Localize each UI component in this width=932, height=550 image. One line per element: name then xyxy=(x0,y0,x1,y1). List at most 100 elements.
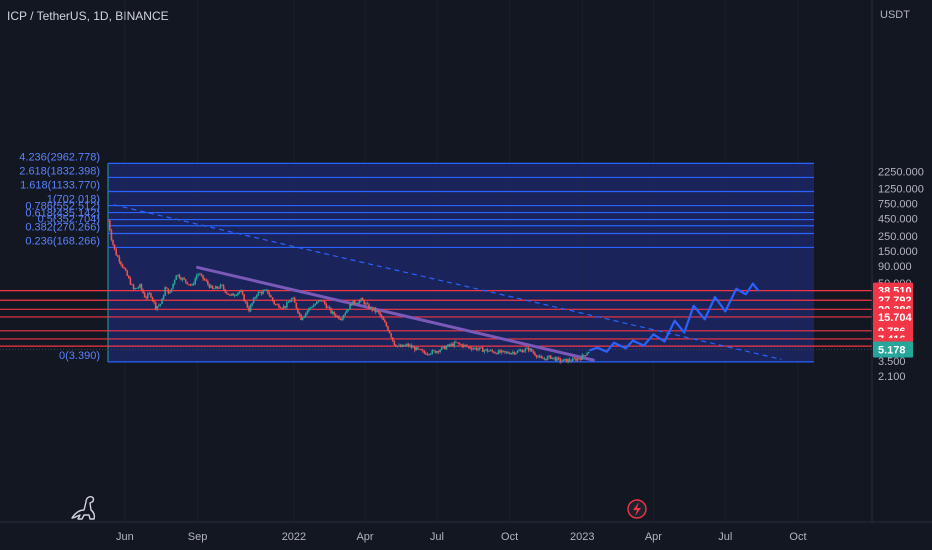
candle-body xyxy=(281,308,283,309)
candle-body xyxy=(143,293,146,298)
candle-body xyxy=(366,303,369,305)
candle-body xyxy=(581,354,584,360)
candle-body xyxy=(170,288,173,293)
candle-body xyxy=(115,249,117,256)
candle-body xyxy=(499,350,501,353)
candle-body xyxy=(445,346,448,350)
candle-body xyxy=(472,348,475,350)
candle-body xyxy=(557,357,560,359)
candle-body xyxy=(197,274,200,276)
candle-body xyxy=(256,294,258,298)
candle-body xyxy=(432,350,435,352)
candle-body xyxy=(292,297,294,299)
y-tick-label: 1250.000 xyxy=(878,184,924,196)
candle-body xyxy=(515,352,517,354)
candle-body xyxy=(380,315,383,318)
candle-body xyxy=(271,297,274,301)
fib-zone xyxy=(108,163,814,362)
candle-body xyxy=(450,343,452,346)
x-tick-label: 2023 xyxy=(570,531,594,543)
candle-body xyxy=(372,308,375,311)
candle-body xyxy=(401,344,403,347)
candle-body xyxy=(142,289,144,294)
candle-body xyxy=(390,333,392,338)
candle-body xyxy=(320,299,323,301)
candle-body xyxy=(225,292,228,294)
candle-body xyxy=(546,356,549,360)
fib-label: 0.618(435.142) xyxy=(25,208,100,220)
candle-body xyxy=(551,357,554,359)
candle-body xyxy=(173,279,176,284)
candle-body xyxy=(218,288,220,289)
fib-label: 0.786(552.512) xyxy=(25,201,100,213)
candle-body xyxy=(355,303,358,305)
candle-body xyxy=(273,300,275,304)
candle-body xyxy=(534,352,536,356)
candle-body xyxy=(229,294,231,296)
candle-body xyxy=(316,301,318,305)
x-tick-label: Jun xyxy=(116,531,134,543)
candle-body xyxy=(172,283,174,289)
candle-body xyxy=(274,303,277,305)
candle-body xyxy=(158,305,160,307)
candle-body xyxy=(521,350,524,353)
candle-body xyxy=(165,287,168,289)
candle-body xyxy=(191,284,193,286)
candle-body xyxy=(455,342,457,343)
candle-body xyxy=(529,348,531,351)
candle-body xyxy=(586,353,588,356)
candle-body xyxy=(298,312,301,315)
candle-body xyxy=(553,357,555,359)
candle-body xyxy=(507,352,509,354)
candle-body xyxy=(121,264,124,268)
candle-body xyxy=(532,351,535,353)
candle-body xyxy=(486,349,489,352)
candle-body xyxy=(312,305,315,308)
candle-body xyxy=(135,288,138,289)
lightning-event-icon[interactable] xyxy=(627,499,647,519)
candle-body xyxy=(500,350,503,353)
candle-body xyxy=(183,277,185,280)
candle-body xyxy=(131,284,133,286)
candle-body xyxy=(265,289,268,291)
candle-body xyxy=(545,358,547,360)
x-tick-label: Oct xyxy=(501,531,518,543)
candle-body xyxy=(421,350,424,352)
candle-body xyxy=(475,347,478,350)
candle-body xyxy=(543,358,546,360)
candle-body xyxy=(112,239,114,245)
candle-body xyxy=(162,295,165,299)
y-tick-label: 90.000 xyxy=(878,261,912,273)
candle-body xyxy=(126,270,129,276)
candle-body xyxy=(109,220,111,231)
candle-body xyxy=(407,344,410,347)
candle-body xyxy=(477,349,479,350)
candle-body xyxy=(409,345,411,347)
candle-body xyxy=(189,284,192,286)
candle-body xyxy=(537,356,539,358)
candle-body xyxy=(123,267,125,269)
candle-body xyxy=(564,358,566,360)
candle-body xyxy=(333,311,336,315)
candle-body xyxy=(562,359,565,362)
candle-body xyxy=(387,326,389,331)
candle-body xyxy=(338,315,340,319)
candle-body xyxy=(267,289,269,294)
candle-body xyxy=(426,354,429,355)
candle-body xyxy=(395,345,397,347)
candle-body xyxy=(470,348,473,350)
candle-body xyxy=(502,350,505,352)
projection-path xyxy=(589,282,760,353)
candle-body xyxy=(287,302,290,304)
candle-body xyxy=(352,300,354,306)
candle-body xyxy=(344,312,347,316)
price-badge: 15.704 xyxy=(873,308,913,325)
candle-body xyxy=(263,290,266,291)
candle-body xyxy=(164,287,166,296)
candle-body xyxy=(396,345,399,347)
candle-body xyxy=(154,302,157,310)
candle-body xyxy=(252,298,255,303)
candle-body xyxy=(284,306,287,308)
